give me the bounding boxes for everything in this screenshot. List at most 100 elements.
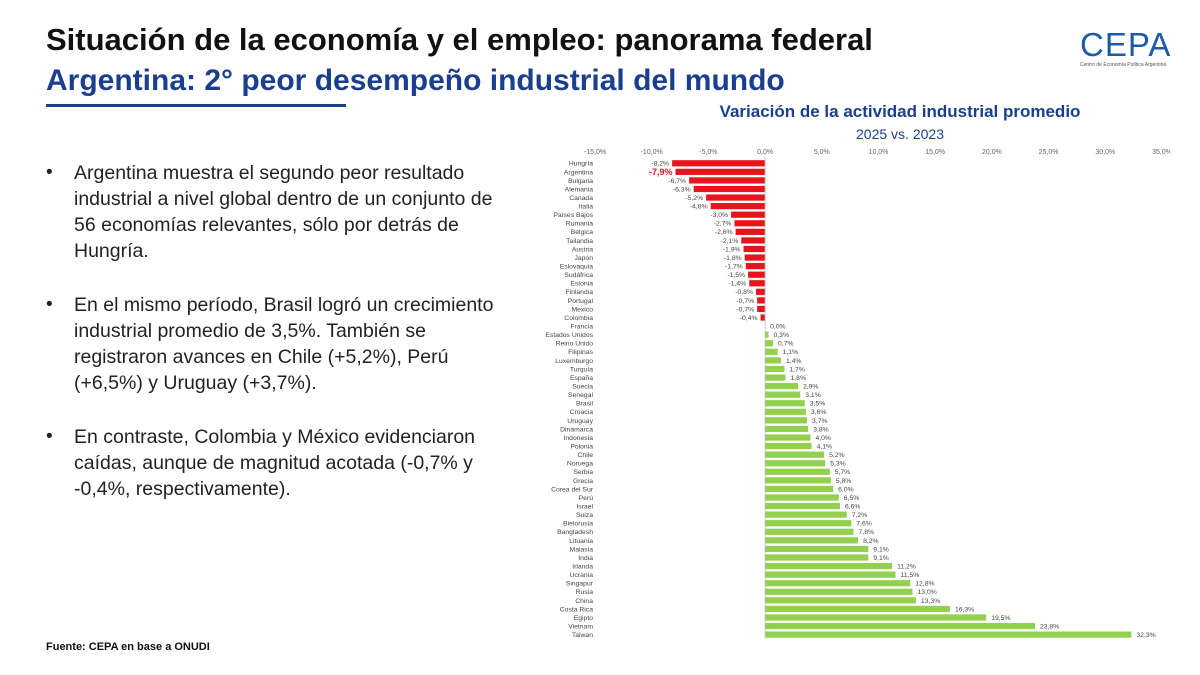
category-label: Colombia bbox=[564, 315, 593, 322]
category-label: Filipinas bbox=[568, 349, 594, 356]
category-label: India bbox=[578, 555, 593, 562]
bar bbox=[765, 460, 826, 467]
data-label: -0,7% bbox=[736, 306, 754, 313]
bar bbox=[765, 425, 809, 433]
data-label: -7,9% bbox=[649, 167, 673, 177]
category-label: Vietnam bbox=[568, 623, 593, 630]
category-label: Polonia bbox=[570, 443, 593, 450]
category-label: Bielorusia bbox=[563, 521, 593, 528]
category-label: Bélgica bbox=[571, 229, 594, 236]
data-label: 23,8% bbox=[1040, 623, 1059, 630]
bar bbox=[734, 220, 766, 227]
category-label: Portugal bbox=[568, 298, 594, 305]
logo-tagline: Centro de Economía Política Argentina bbox=[1080, 62, 1167, 68]
bar bbox=[749, 280, 766, 287]
category-label: Reino Unido bbox=[556, 341, 594, 348]
category-label: Malasia bbox=[570, 546, 594, 553]
category-label: Perú bbox=[579, 495, 594, 502]
x-tick-label: 30,0% bbox=[1095, 149, 1115, 156]
category-label: Francia bbox=[570, 324, 593, 331]
category-label: Japón bbox=[574, 255, 593, 262]
bar bbox=[765, 451, 825, 458]
x-tick-label: -15,0% bbox=[584, 149, 606, 156]
bar bbox=[710, 203, 766, 210]
bar bbox=[765, 340, 774, 347]
bar bbox=[741, 237, 766, 244]
data-label: -2,7% bbox=[714, 221, 732, 228]
data-label: 6,5% bbox=[844, 495, 860, 502]
bar bbox=[765, 400, 805, 407]
bar bbox=[765, 365, 785, 373]
category-label: Rusia bbox=[576, 589, 594, 596]
category-label: Eslovaquia bbox=[560, 264, 593, 271]
category-label: Sudáfrica bbox=[564, 272, 593, 279]
bar bbox=[672, 160, 766, 167]
bar bbox=[765, 537, 859, 544]
bar bbox=[765, 391, 801, 398]
category-label: Países Bajos bbox=[553, 212, 593, 219]
category-label: Rumania bbox=[566, 221, 593, 228]
bar bbox=[765, 417, 808, 424]
bar bbox=[765, 597, 916, 604]
category-label: Luxemburgo bbox=[555, 358, 593, 365]
bar bbox=[675, 168, 766, 175]
bar bbox=[745, 263, 766, 270]
bar bbox=[765, 545, 869, 553]
data-label: 9,1% bbox=[873, 555, 889, 562]
category-label: Irlanda bbox=[572, 563, 593, 570]
category-label: Finlandia bbox=[565, 289, 593, 296]
category-label: Lituania bbox=[569, 538, 593, 545]
category-label: Argentina bbox=[564, 169, 593, 176]
bullet-item: • En contraste, Colombia y México eviden… bbox=[46, 424, 516, 502]
bar bbox=[757, 305, 766, 313]
bar bbox=[748, 271, 766, 278]
bar bbox=[693, 185, 766, 193]
chart-subtitle: 2025 vs. 2023 bbox=[856, 126, 944, 142]
bar bbox=[765, 374, 786, 381]
category-label: Costa Rica bbox=[560, 606, 593, 613]
data-label: 1,7% bbox=[789, 366, 805, 373]
data-label: 0,7% bbox=[778, 341, 794, 348]
data-label: 5,3% bbox=[830, 461, 846, 468]
category-label: Taiwan bbox=[572, 632, 593, 639]
x-tick-label: -10,0% bbox=[641, 149, 663, 156]
bar bbox=[765, 442, 812, 450]
bar bbox=[765, 622, 1035, 630]
category-label: Hungría bbox=[569, 161, 593, 168]
bullet-item: • En el mismo período, Brasil logró un c… bbox=[46, 292, 516, 396]
category-label: Serbia bbox=[573, 469, 593, 476]
bullet-item: • Argentina muestra el segundo peor resu… bbox=[46, 160, 516, 264]
chart-title: Variación de la actividad industrial pro… bbox=[719, 102, 1081, 121]
bar bbox=[765, 562, 893, 570]
x-tick-label: 15,0% bbox=[925, 149, 945, 156]
category-label: Alemania bbox=[565, 186, 594, 193]
data-label: 11,2% bbox=[897, 563, 916, 570]
category-label: Mexico bbox=[571, 306, 593, 313]
category-label: Turquía bbox=[570, 366, 593, 373]
data-label: -0,8% bbox=[735, 289, 753, 296]
data-label: -8,2% bbox=[651, 161, 669, 168]
category-label: Singapur bbox=[566, 581, 594, 588]
x-tick-label: 0,0% bbox=[757, 149, 773, 156]
category-label: Bangladesh bbox=[557, 529, 593, 536]
data-label: 7,2% bbox=[852, 512, 868, 519]
data-label: -2,1% bbox=[721, 238, 739, 245]
category-label: Ucrania bbox=[570, 572, 594, 579]
data-label: -1,9% bbox=[723, 246, 741, 253]
data-label: -1,4% bbox=[728, 281, 746, 288]
bar bbox=[765, 494, 839, 501]
category-label: Suecia bbox=[572, 384, 593, 391]
data-label: 5,7% bbox=[835, 469, 851, 476]
data-label: 3,5% bbox=[810, 401, 826, 408]
category-label: Estonia bbox=[570, 281, 593, 288]
data-label: -1,7% bbox=[725, 264, 743, 271]
bar bbox=[757, 297, 766, 304]
data-label: 13,3% bbox=[921, 598, 940, 605]
category-label: Grecia bbox=[573, 478, 593, 485]
category-label: Suiza bbox=[576, 512, 593, 519]
data-label: 11,5% bbox=[901, 572, 920, 579]
data-label: -6,3% bbox=[673, 186, 691, 193]
page-subtitle: Argentina: 2° peor desempeño industrial … bbox=[46, 64, 785, 97]
category-label: Egipto bbox=[574, 615, 593, 622]
bar bbox=[765, 580, 911, 587]
